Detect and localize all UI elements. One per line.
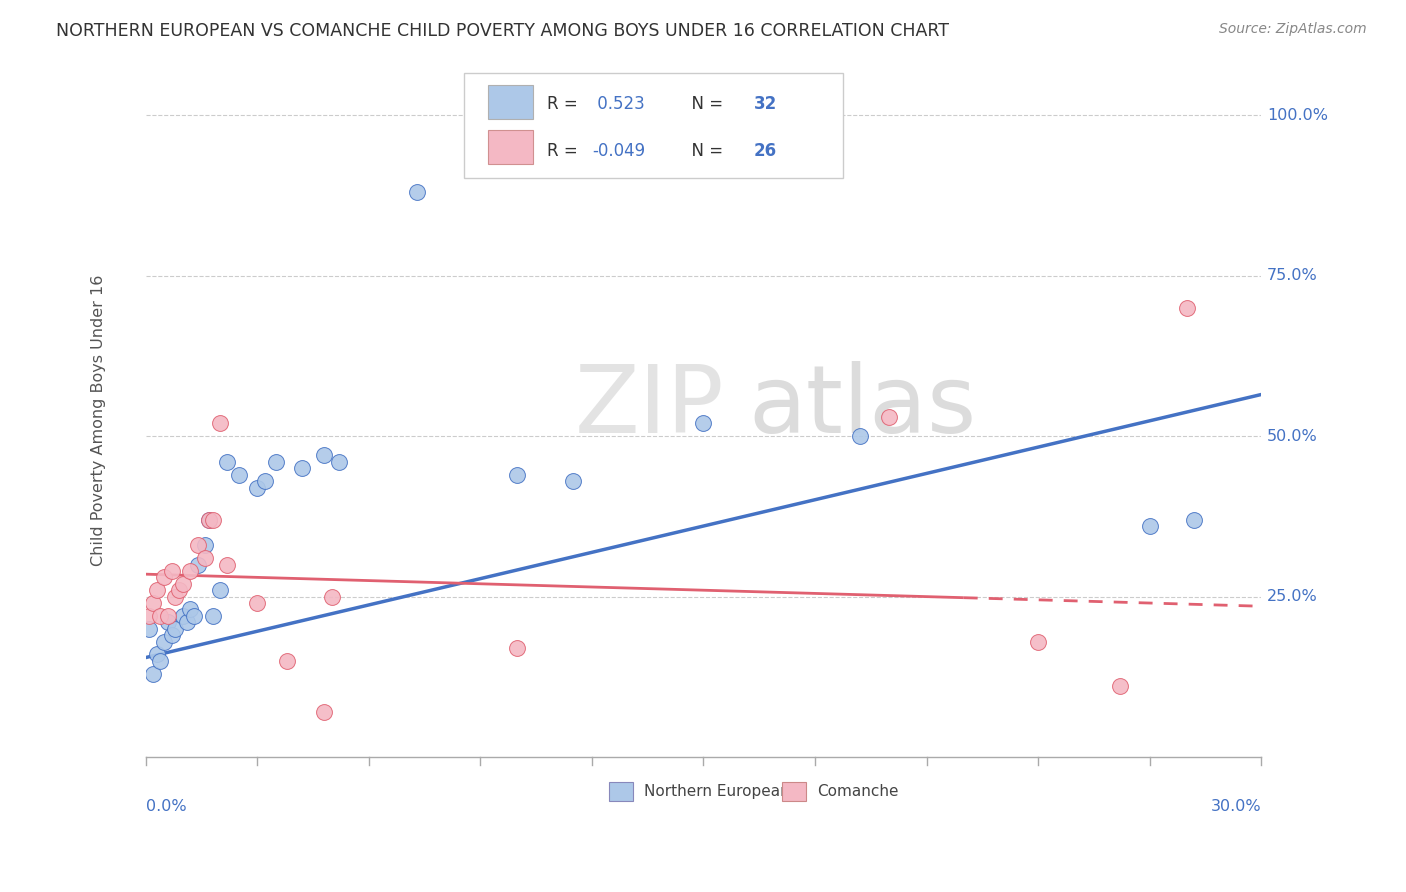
- Point: [194, 538, 217, 552]
- Point: [406, 186, 429, 200]
- Text: 25.0%: 25.0%: [1267, 589, 1317, 604]
- FancyBboxPatch shape: [488, 86, 533, 119]
- Point: [1109, 680, 1132, 694]
- Point: [321, 590, 343, 604]
- Point: [848, 429, 870, 443]
- Point: [165, 590, 187, 604]
- Text: 100.0%: 100.0%: [1267, 108, 1327, 123]
- Point: [276, 654, 298, 668]
- Text: Source: ZipAtlas.com: Source: ZipAtlas.com: [1219, 22, 1367, 37]
- Text: ZIP: ZIP: [575, 360, 724, 452]
- Point: [179, 564, 201, 578]
- Point: [187, 538, 209, 552]
- Point: [314, 449, 336, 463]
- Point: [562, 474, 585, 488]
- Text: N =: N =: [681, 142, 728, 160]
- Point: [506, 467, 529, 482]
- Point: [153, 634, 176, 648]
- Point: [156, 615, 179, 630]
- Point: [176, 615, 198, 630]
- Text: 0.0%: 0.0%: [146, 798, 186, 814]
- Point: [1139, 519, 1161, 533]
- Point: [208, 583, 231, 598]
- Point: [253, 474, 276, 488]
- Point: [1026, 634, 1049, 648]
- Point: [145, 648, 167, 662]
- Point: [172, 608, 194, 623]
- Text: 26: 26: [754, 142, 776, 160]
- Point: [142, 666, 165, 681]
- Point: [328, 455, 350, 469]
- Text: Comanche: Comanche: [817, 784, 898, 799]
- Text: R =: R =: [547, 95, 583, 113]
- Text: N =: N =: [681, 95, 728, 113]
- FancyBboxPatch shape: [464, 73, 844, 178]
- FancyBboxPatch shape: [488, 130, 533, 163]
- Point: [217, 558, 239, 572]
- Point: [198, 513, 221, 527]
- Point: [314, 705, 336, 719]
- Point: [183, 608, 205, 623]
- Point: [879, 409, 901, 424]
- Text: atlas: atlas: [748, 360, 976, 452]
- Point: [156, 608, 179, 623]
- Point: [201, 608, 224, 623]
- Point: [142, 596, 165, 610]
- Point: [160, 628, 183, 642]
- Point: [217, 455, 239, 469]
- FancyBboxPatch shape: [609, 782, 633, 801]
- FancyBboxPatch shape: [782, 782, 806, 801]
- Point: [1182, 513, 1205, 527]
- Text: R =: R =: [547, 142, 583, 160]
- Point: [187, 558, 209, 572]
- Point: [228, 467, 250, 482]
- Text: 30.0%: 30.0%: [1211, 798, 1261, 814]
- Point: [1175, 301, 1198, 315]
- Point: [167, 583, 190, 598]
- Text: 0.523: 0.523: [592, 95, 644, 113]
- Point: [138, 608, 160, 623]
- Point: [145, 583, 167, 598]
- Point: [264, 455, 287, 469]
- Text: Northern Europeans: Northern Europeans: [644, 784, 799, 799]
- Text: Child Poverty Among Boys Under 16: Child Poverty Among Boys Under 16: [91, 275, 107, 566]
- Point: [153, 570, 176, 584]
- Point: [246, 481, 269, 495]
- Point: [201, 513, 224, 527]
- Point: [692, 417, 714, 431]
- Point: [149, 608, 172, 623]
- Point: [198, 513, 221, 527]
- Point: [165, 622, 187, 636]
- Text: NORTHERN EUROPEAN VS COMANCHE CHILD POVERTY AMONG BOYS UNDER 16 CORRELATION CHAR: NORTHERN EUROPEAN VS COMANCHE CHILD POVE…: [56, 22, 949, 40]
- Text: -0.049: -0.049: [592, 142, 645, 160]
- Point: [138, 622, 160, 636]
- Point: [246, 596, 269, 610]
- Point: [149, 654, 172, 668]
- Text: 50.0%: 50.0%: [1267, 429, 1317, 443]
- Point: [194, 551, 217, 566]
- Text: 32: 32: [754, 95, 778, 113]
- Point: [160, 564, 183, 578]
- Point: [172, 576, 194, 591]
- Point: [208, 417, 231, 431]
- Text: 75.0%: 75.0%: [1267, 268, 1317, 284]
- Point: [506, 640, 529, 655]
- Point: [291, 461, 314, 475]
- Point: [179, 602, 201, 616]
